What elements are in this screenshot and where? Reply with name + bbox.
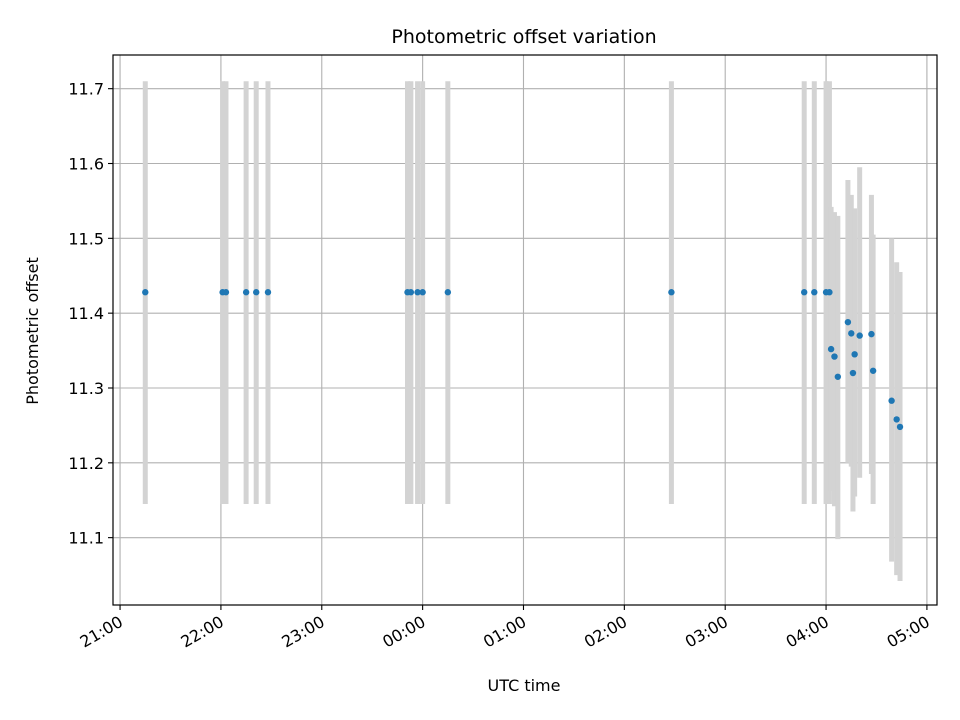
data-point — [407, 289, 415, 296]
data-point — [826, 289, 833, 296]
data-point — [893, 416, 900, 423]
data-point — [242, 289, 250, 296]
chart-title: Photometric offset variation — [391, 26, 656, 48]
y-tick-label: 11.1 — [68, 529, 104, 548]
data-point — [668, 289, 675, 296]
y-tick-label: 11.6 — [68, 155, 104, 174]
data-point — [868, 330, 875, 338]
data-point — [222, 289, 230, 296]
data-point — [851, 351, 858, 358]
y-tick-label: 11.2 — [68, 454, 104, 473]
data-point — [811, 289, 818, 296]
y-tick-label: 11.3 — [68, 379, 104, 398]
data-point — [253, 289, 260, 296]
y-tick-label: 11.7 — [68, 80, 104, 99]
data-point — [834, 373, 842, 380]
data-point — [831, 353, 838, 360]
x-axis-title: UTC time — [488, 676, 561, 695]
y-tick-label: 11.5 — [68, 229, 104, 248]
data-point — [444, 289, 452, 296]
y-axis-title: Photometric offset — [23, 257, 42, 405]
data-point — [414, 289, 421, 296]
data-point — [856, 332, 863, 339]
data-point — [419, 289, 426, 296]
data-point — [869, 367, 877, 374]
y-tick-label: 11.4 — [68, 304, 104, 323]
data-point — [848, 330, 855, 337]
data-point — [264, 289, 272, 296]
plot-frame — [112, 54, 938, 606]
data-points — [142, 289, 904, 431]
data-point — [896, 423, 904, 431]
y-axis-ticks: 11.1 11.2 11.3 11.4 11.5 11.6 11.7 — [68, 80, 113, 548]
data-point — [844, 318, 852, 326]
data-point — [888, 397, 895, 404]
data-point — [827, 345, 835, 353]
data-point — [849, 369, 857, 377]
data-point — [801, 289, 808, 296]
data-point — [142, 289, 149, 296]
